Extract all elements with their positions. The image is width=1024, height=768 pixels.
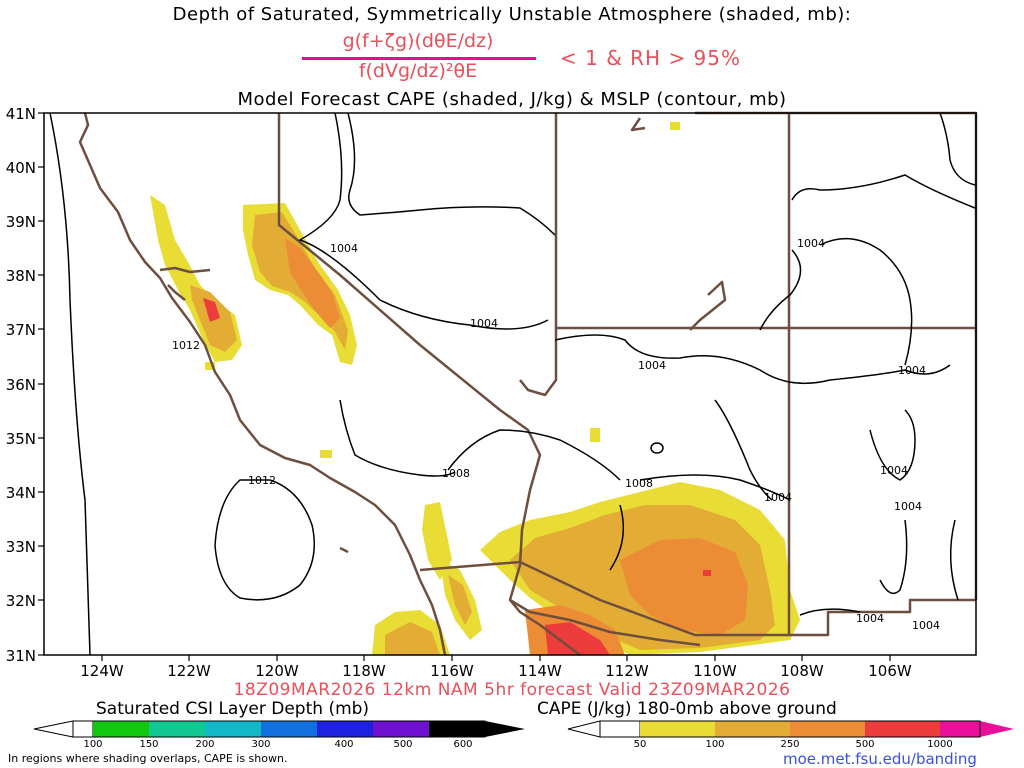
- mslp-contours: [49, 112, 976, 656]
- latitude-labels: 41N 40N 39N 38N 37N 36N 35N 34N 33N 32N …: [6, 105, 36, 665]
- contour-label: 1004: [470, 317, 498, 330]
- axis-ticks: [38, 112, 891, 661]
- lon-label: 106W: [868, 662, 912, 680]
- csi-swatch: [93, 721, 149, 737]
- mslp-contour-labels: 1004 1004 1004 1004 1012 1008 1008 1004 …: [172, 237, 940, 632]
- contour-label: 1008: [625, 477, 653, 490]
- lat-label: 32N: [6, 592, 36, 610]
- map-title: Depth of Saturated, Symmetrically Unstab…: [172, 4, 852, 25]
- csi-tick-label: 400: [334, 739, 354, 750]
- cape-swatch: [640, 721, 715, 737]
- longitude-labels: 124W 122W 120W 118W 116W 114W 112W 110W …: [80, 662, 912, 680]
- contour-label: 1008: [442, 467, 470, 480]
- contour-label: 1004: [797, 237, 825, 250]
- lat-label: 34N: [6, 484, 36, 502]
- lat-label: 36N: [6, 376, 36, 394]
- lon-label: 116W: [430, 662, 474, 680]
- source-credit-link[interactable]: moe.met.fsu.edu/banding: [783, 750, 977, 768]
- lat-label: 37N: [6, 321, 36, 339]
- cape-tick-label: 250: [780, 739, 800, 750]
- lon-label: 110W: [693, 662, 737, 680]
- cape-tick-label: 1000: [927, 739, 953, 750]
- cape-shading: [150, 122, 800, 655]
- lon-label: 122W: [167, 662, 211, 680]
- cape-colorbar: [567, 720, 1014, 738]
- csi-swatch: [261, 721, 317, 737]
- lon-label: 118W: [342, 662, 386, 680]
- csi-swatch: [373, 721, 429, 737]
- lat-label: 38N: [6, 267, 36, 285]
- lat-label: 35N: [6, 430, 36, 448]
- contour-label: 1004: [912, 619, 940, 632]
- formula-condition: < 1 & RH > 95%: [560, 46, 742, 70]
- csi-tick-label: 600: [453, 739, 473, 750]
- formula-fraction-bar: [302, 57, 536, 60]
- csi-tick-label: 300: [251, 739, 271, 750]
- csi-tick-label: 150: [139, 739, 159, 750]
- lat-label: 40N: [6, 159, 36, 177]
- lat-label: 41N: [6, 105, 36, 123]
- cape-swatch: [865, 721, 940, 737]
- contour-label: 1012: [248, 474, 276, 487]
- contour-label: 1004: [638, 359, 666, 372]
- cape-tick-label: 100: [705, 739, 725, 750]
- map-subtitle: Model Forecast CAPE (shaded, J/kg) & MSL…: [237, 89, 787, 110]
- csi-swatch: [149, 721, 205, 737]
- csi-tick-label: 500: [393, 739, 413, 750]
- lon-label: 114W: [518, 662, 562, 680]
- lon-label: 112W: [605, 662, 649, 680]
- formula-numerator: g(f+ζg)(dθE/dz): [342, 30, 494, 52]
- contour-label: 1004: [880, 464, 908, 477]
- csi-colorbar: [33, 720, 525, 738]
- cape-tick-label: 50: [633, 739, 647, 750]
- lat-label: 33N: [6, 538, 36, 556]
- csi-swatch: [429, 721, 485, 737]
- shading-overlap-footnote: In regions where shading overlaps, CAPE …: [8, 752, 288, 765]
- cape-swatch: [940, 721, 980, 737]
- contour-label: 1012: [172, 339, 200, 352]
- contour-label: 1004: [898, 364, 926, 377]
- contour-label: 1004: [764, 491, 792, 504]
- csi-colorbar-title: Saturated CSI Layer Depth (mb): [96, 699, 370, 719]
- lat-label: 31N: [6, 647, 36, 665]
- lat-label: 39N: [6, 213, 36, 231]
- lon-label: 108W: [780, 662, 824, 680]
- forecast-valid-line: 18Z09MAR2026 12km NAM 5hr forecast Valid…: [233, 680, 791, 700]
- csi-swatch: [205, 721, 261, 737]
- cape-swatch: [790, 721, 865, 737]
- lon-label: 120W: [255, 662, 299, 680]
- cape-tick-label: 500: [855, 739, 875, 750]
- formula-denominator: f(dVg/dz)²θE: [358, 60, 478, 82]
- csi-tick-label: 200: [195, 739, 215, 750]
- csi-swatch: [317, 721, 373, 737]
- lon-label: 124W: [80, 662, 124, 680]
- cape-swatch: [715, 721, 790, 737]
- cape-colorbar-title: CAPE (J/kg) 180-0mb above ground: [537, 699, 837, 719]
- contour-label: 1004: [330, 242, 358, 255]
- csi-tick-label: 100: [83, 739, 103, 750]
- contour-label: 1004: [894, 500, 922, 513]
- contour-label: 1004: [856, 612, 884, 625]
